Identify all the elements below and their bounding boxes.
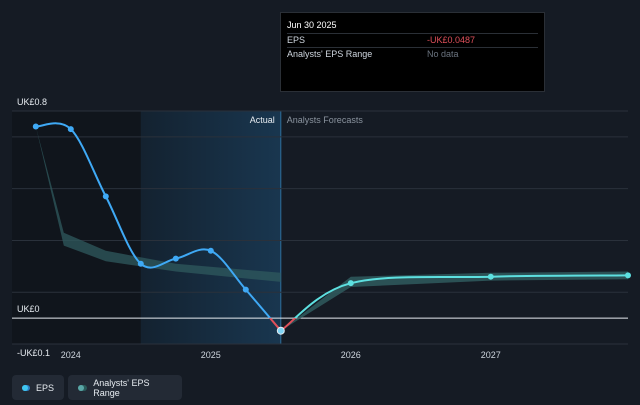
y-tick-label: -UK£0.1 (17, 348, 50, 358)
forecast-line-negative (280, 318, 297, 332)
y-tick-label: UK£0.8 (17, 97, 47, 107)
range-toggle-icon (78, 384, 88, 391)
forecast-label: Analysts Forecasts (287, 115, 364, 125)
x-tick-label: 2024 (61, 350, 81, 360)
legend-eps-button[interactable]: EPS (12, 375, 64, 400)
eps-point (32, 123, 39, 130)
x-tick-label: 2025 (201, 350, 221, 360)
eps-point (102, 193, 109, 200)
eps-point (242, 286, 249, 293)
range-band-forecast (280, 271, 628, 331)
x-tick-label: 2027 (481, 350, 501, 360)
eps-point (67, 126, 74, 133)
forecast-point (625, 272, 631, 279)
tooltip-row-range: Analysts' EPS Range No data (287, 47, 538, 61)
forecast-line (293, 274, 629, 319)
eps-point (207, 247, 214, 254)
tooltip-eps-value: -UK£0.0487 (427, 35, 476, 45)
tooltip-date: Jun 30 2025 (287, 20, 337, 30)
eps-line (35, 122, 272, 319)
eps-point (137, 260, 144, 267)
tooltip-row-eps: EPS -UK£0.0487 (287, 33, 538, 47)
legend-range-button[interactable]: Analysts' EPS Range (68, 375, 182, 400)
tooltip: Jun 30 2025 EPS -UK£0.0487 Analysts' EPS… (280, 12, 545, 92)
tooltip-eps-label: EPS (287, 35, 306, 45)
forecast-point (487, 273, 494, 280)
eps-toggle-icon (22, 384, 30, 391)
legend-eps-label: EPS (35, 382, 54, 393)
actual-label: Actual (250, 115, 275, 125)
y-tick-label: UK£0 (17, 304, 40, 314)
legend-range-label: Analysts' EPS Range (93, 377, 150, 398)
eps-point (276, 326, 285, 335)
forecast-point (347, 280, 354, 287)
tooltip-range-value: No data (427, 49, 459, 59)
eps-point (172, 255, 179, 262)
highlight-region (140, 111, 281, 344)
x-tick-label: 2026 (341, 350, 361, 360)
tooltip-range-label: Analysts' EPS Range (287, 49, 373, 59)
